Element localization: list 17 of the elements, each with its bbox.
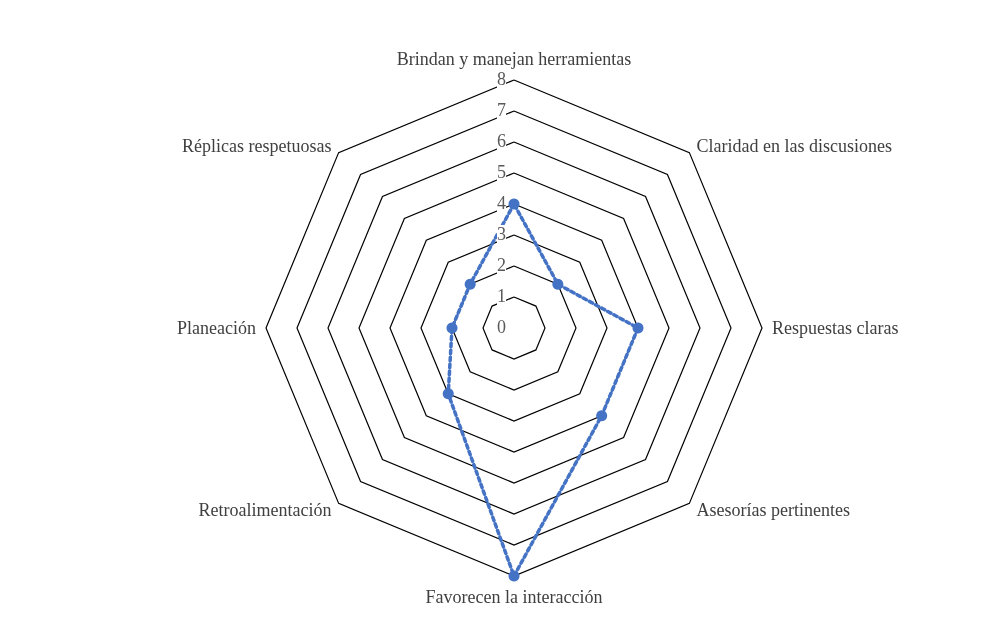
y-tick-label: 7 [497,100,506,120]
spoke-label: Claridad en las discusiones [696,135,892,156]
spoke-label: Respuestas claras [772,318,899,338]
spoke-label: Asesorías pertinentes [696,500,850,521]
spoke-label: Brindan y manejan herramientas [396,49,632,69]
spoke-label: Réplicas respetuosas [182,135,332,156]
y-tick-label: 3 [497,224,506,244]
y-tick-label: 4 [497,193,506,213]
y-tick-label: 5 [497,162,506,182]
y-tick-label: 1 [497,286,506,306]
y-tick-label: 2 [497,255,506,275]
spoke-label: Planeación [177,318,256,338]
spoke-label: Retroalimentación [198,500,332,521]
y-tick-label: 6 [497,131,506,151]
y-tick-label: 8 [497,69,506,89]
y-tick-label: 0 [497,317,506,337]
spoke-label: Favorecen la interacción [425,587,603,607]
